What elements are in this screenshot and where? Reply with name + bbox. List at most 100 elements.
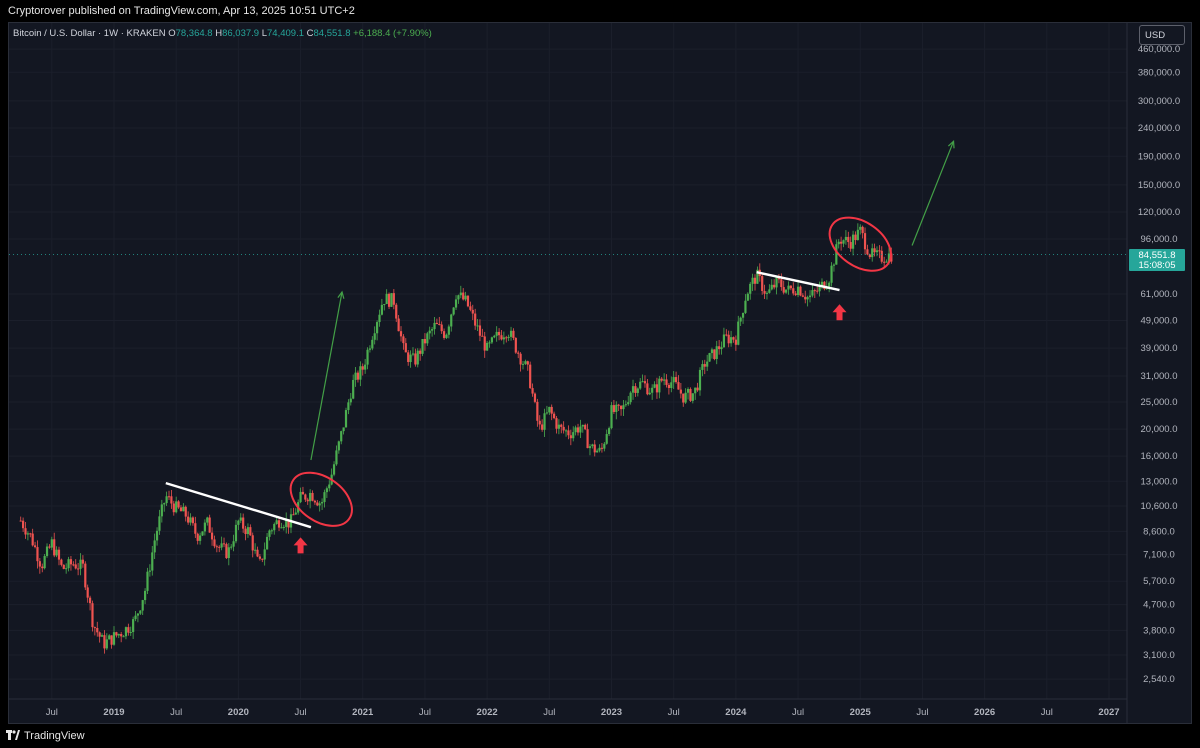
candle-body xyxy=(737,321,740,345)
candle-body xyxy=(718,346,721,350)
candle-body xyxy=(129,632,132,634)
symbol-name[interactable]: Bitcoin / U.S. Dollar · 1W · KRAKEN xyxy=(13,28,166,39)
time-tick-label: 2019 xyxy=(103,707,124,718)
price-tick-label: 39,000.0 xyxy=(1141,343,1178,354)
time-axis: Jul 2019 Jul 2020 Jul 2021 Jul 2022 Jul 2023 Jul 20… xyxy=(46,707,1120,718)
candle-body xyxy=(799,286,802,296)
candle-body xyxy=(462,292,465,300)
candle-body xyxy=(117,634,120,636)
candle-body xyxy=(713,349,716,359)
candle-body xyxy=(835,244,838,265)
candle-body xyxy=(486,342,489,351)
candle-body xyxy=(328,484,331,489)
candle-body xyxy=(608,428,611,435)
candle-body xyxy=(419,350,422,354)
candle-body xyxy=(110,635,113,645)
candle-body xyxy=(739,317,742,322)
candle-body xyxy=(222,543,226,545)
candle-body xyxy=(445,334,448,338)
candle-body xyxy=(820,281,824,286)
candle-body xyxy=(466,295,470,307)
candle-body xyxy=(179,507,183,512)
candle-body xyxy=(885,261,888,263)
candle-body xyxy=(62,564,65,569)
candle-body xyxy=(206,517,209,523)
candle-body xyxy=(684,392,687,403)
candle-body xyxy=(175,501,178,513)
candle-body xyxy=(24,528,27,535)
candle-body xyxy=(837,241,840,245)
candle-body xyxy=(141,600,144,611)
candle-body xyxy=(490,337,494,343)
time-tick-label: Jul xyxy=(294,707,306,718)
time-tick-label: 2027 xyxy=(1098,707,1119,718)
projection-arrow-head xyxy=(947,140,955,149)
candle-body xyxy=(318,503,321,506)
candle-body xyxy=(232,541,235,547)
candle-body xyxy=(84,563,87,588)
candle-body xyxy=(648,392,651,395)
candle-body xyxy=(55,549,58,556)
candle-body xyxy=(36,547,39,562)
candle-body xyxy=(301,491,305,495)
candle-body xyxy=(627,402,630,405)
candle-body xyxy=(478,325,482,336)
candle-body xyxy=(509,330,513,337)
candle-body xyxy=(115,632,118,636)
candle-body xyxy=(715,346,718,359)
candle-body xyxy=(136,613,140,616)
candle-body xyxy=(816,290,819,292)
candle-body xyxy=(500,335,503,340)
candle-body xyxy=(823,281,826,290)
symbol-legend[interactable]: Bitcoin / U.S. Dollar · 1W · KRAKEN O78,… xyxy=(13,28,432,39)
candle-body xyxy=(335,450,338,465)
candle-body xyxy=(225,544,228,559)
candle-body xyxy=(612,405,615,412)
candle-body xyxy=(555,418,558,429)
candle-body xyxy=(605,434,608,444)
candle-body xyxy=(316,502,319,506)
candle-body xyxy=(282,526,285,528)
candle-body xyxy=(187,516,190,523)
currency-selector[interactable]: USD xyxy=(1139,25,1185,45)
candle-body xyxy=(751,277,754,284)
candle-body xyxy=(806,297,809,300)
price-chart[interactable]: 460,000.0 380,000.0 300,000.0 240,000.0 190,… xyxy=(9,23,1192,724)
grid-layer xyxy=(9,23,1127,699)
candle-body xyxy=(325,488,328,493)
candle-body xyxy=(875,250,879,253)
candle-body xyxy=(859,226,862,230)
candle-body xyxy=(313,500,317,503)
candle-body xyxy=(629,392,632,403)
candle-body xyxy=(749,283,752,294)
candle-body xyxy=(172,503,175,513)
time-tick-label: 2021 xyxy=(352,707,374,718)
candle-body xyxy=(251,535,254,551)
candle-body xyxy=(43,556,46,569)
candle-body xyxy=(457,295,460,300)
candle-body xyxy=(81,559,85,564)
candle-body xyxy=(72,564,75,566)
candle-body xyxy=(237,520,240,525)
candle-body xyxy=(474,313,477,326)
candle-body xyxy=(158,516,161,531)
price-tick-label: 4,700.0 xyxy=(1143,600,1175,611)
candle-body xyxy=(763,290,766,294)
candle-body xyxy=(672,377,675,383)
candle-body xyxy=(729,337,733,344)
candle-body xyxy=(120,634,123,637)
candle-body xyxy=(529,364,532,389)
candle-body xyxy=(148,570,151,572)
price-tick-label: 240,000.0 xyxy=(1138,123,1180,134)
candle-body xyxy=(682,393,685,403)
tradingview-logo[interactable]: TradingView xyxy=(6,729,85,743)
candle-body xyxy=(153,540,156,553)
candle-body xyxy=(19,520,22,522)
up-arrow-marker xyxy=(293,537,308,554)
time-tick-label: 2023 xyxy=(601,707,622,718)
candle-body xyxy=(69,559,73,565)
chart-panel[interactable]: 460,000.0 380,000.0 300,000.0 240,000.0 190,… xyxy=(8,22,1192,724)
highlight-circle xyxy=(828,216,892,272)
candle-body xyxy=(373,333,376,340)
candle-body xyxy=(686,388,690,393)
